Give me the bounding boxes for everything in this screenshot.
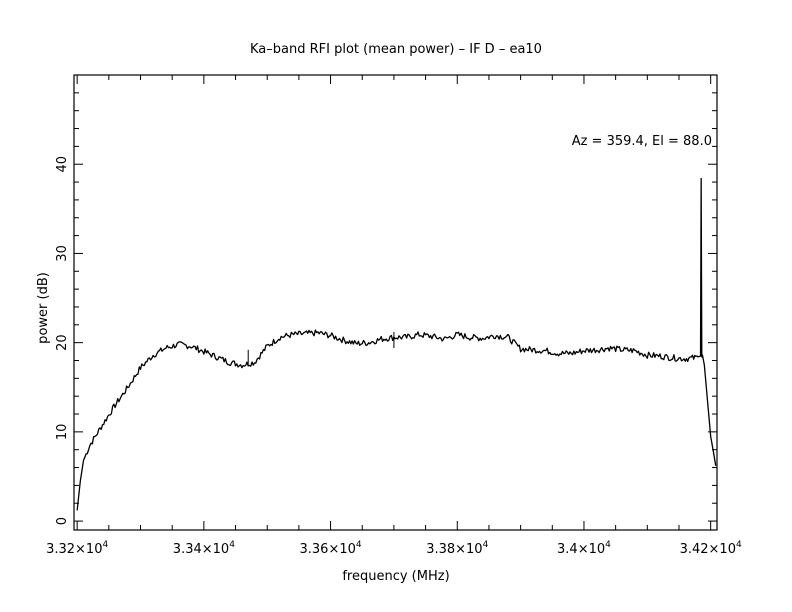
- y-tick-label: 40: [55, 156, 70, 173]
- x-tick-label: 3.42×104: [680, 540, 742, 557]
- y-tick-label: 30: [55, 245, 70, 262]
- y-tick-label: 10: [55, 424, 70, 441]
- x-axis-label: frequency (MHz): [342, 569, 449, 584]
- plot-frame: [73, 74, 718, 531]
- x-tick-label: 3.32×104: [46, 540, 108, 557]
- x-tick-label: 3.4×104: [557, 540, 611, 557]
- x-tick-label: 3.36×104: [300, 540, 362, 557]
- y-axis-label: power (dB): [36, 272, 51, 344]
- x-tick-label: 3.38×104: [426, 540, 488, 557]
- power-series-line: [76, 177, 717, 511]
- y-axis-ticks: 0 10 20 30 40: [55, 92, 717, 525]
- x-tick-label: 3.34×104: [173, 540, 235, 557]
- az-el-annotation: Az = 359.4, El = 88.0: [572, 134, 712, 149]
- x-axis-ticks: 3.32×104 3.34×104 3.36×104 3.38×104 3.4×104 3…: [46, 75, 742, 557]
- y-tick-label: 20: [55, 334, 70, 351]
- series-layer: [76, 177, 717, 511]
- y-tick-label: 0: [55, 517, 70, 525]
- chart-title: Ka–band RFI plot (mean power) – IF D – e…: [250, 42, 542, 57]
